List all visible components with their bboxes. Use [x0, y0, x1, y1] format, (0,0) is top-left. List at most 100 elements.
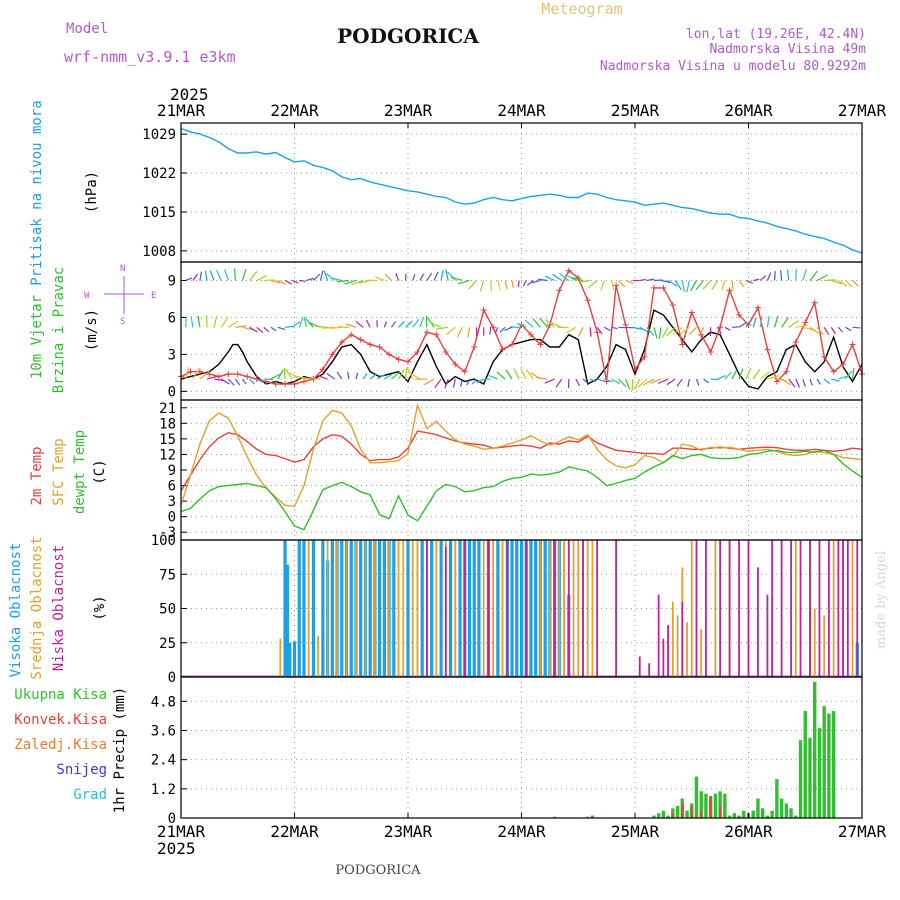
wind-ytick-label: 9 [168, 273, 176, 289]
wind-arrow [369, 373, 377, 380]
cloud-bar [496, 540, 500, 677]
wind-arrow [809, 326, 819, 334]
cloud-bar [837, 540, 840, 677]
cloud-bar [596, 540, 599, 677]
cloud-bar [558, 540, 561, 677]
wind-arrow [395, 272, 400, 281]
cloud-bar [444, 546, 447, 677]
wind-arrow [831, 378, 840, 382]
precip-bar [661, 810, 666, 818]
gust-marker [395, 356, 402, 363]
cloud-bar [681, 601, 684, 677]
wind-arrow [698, 327, 705, 337]
wind-arrow [235, 325, 247, 328]
cloud-bar [676, 615, 679, 677]
wind-arrow [336, 279, 349, 283]
wind-arrow [471, 378, 478, 385]
cloud-bar [525, 540, 528, 677]
precip-bar [756, 798, 760, 818]
gust-marker [414, 348, 421, 355]
wind-arrow [285, 368, 293, 380]
wind-arrow [325, 272, 336, 281]
wind-arrow [786, 269, 790, 281]
wind-arrow [505, 369, 513, 380]
wind-arrow [220, 317, 229, 328]
wind-arrow [249, 378, 255, 385]
wind-arrow [520, 368, 527, 380]
wind-arrow [781, 317, 789, 328]
clouds-ytick-label: 25 [159, 636, 176, 652]
pressure-ylabel: Pritisak na nivou mora [29, 100, 45, 285]
cloud-bar [330, 540, 334, 677]
wind-unit: (m/s) [84, 309, 100, 351]
cloud-bar [539, 540, 542, 677]
wind-arrow [844, 370, 853, 380]
wind-arrow [467, 327, 471, 338]
cloud-bar [311, 540, 316, 677]
cloud-bar [492, 540, 495, 677]
panel-wind: 0 3 6 9 [168, 261, 865, 401]
cloud-bar [448, 540, 453, 677]
wind-arrow [653, 327, 658, 339]
wind-arrow [611, 378, 621, 385]
x-tick-label-bottom: 23MAR [384, 822, 433, 841]
wind-arrow [752, 368, 761, 380]
cloud-bar [482, 540, 485, 677]
wind-ylabel-2: Brzina i Pravac [51, 267, 67, 393]
wind-arrow [306, 277, 314, 282]
cloud-bar [288, 642, 292, 677]
legend-grad: Grad [73, 787, 107, 803]
gust-marker [783, 368, 790, 375]
wind-arrow [809, 270, 818, 281]
cloud-bar [297, 540, 301, 677]
panel-clouds: 0 25 50 75 100 [151, 533, 863, 686]
cloud-bar [454, 540, 457, 677]
wind-arrow [780, 270, 783, 281]
wind-arrow [674, 280, 682, 291]
precip-bar [718, 791, 722, 818]
gust-marker [679, 341, 686, 348]
wind-arrow [717, 374, 726, 380]
compass-rose-icon: N S W E [84, 264, 156, 327]
x-tick-label-bottom: 22MAR [270, 822, 319, 841]
x-tick-label-bottom: 21MAR [157, 822, 206, 841]
wind-arrow [555, 378, 563, 388]
wind-arrow [681, 280, 685, 293]
wind-arrow [767, 375, 779, 380]
cloud-bar [510, 540, 514, 677]
wind-arrow [317, 375, 328, 380]
wind-arrow [227, 378, 235, 386]
wind-arrow [365, 319, 371, 328]
wind-arrow [355, 372, 359, 380]
cloud-low-ylabel: Niska Oblacnost [51, 545, 67, 671]
wind-arrow [830, 326, 836, 335]
precip-bar [719, 805, 722, 818]
cloud-bar [336, 540, 338, 677]
wind-arrow [738, 280, 745, 288]
compass-n: N [120, 264, 125, 274]
wind-arrow [781, 378, 792, 386]
legend-zaledj: Zaledj.Kisa [14, 737, 107, 753]
wind-arrow [571, 277, 584, 282]
wind-arrow [456, 327, 463, 338]
gust-marker [575, 275, 582, 282]
clouds-ytick-label: 0 [168, 670, 176, 686]
wind-arrow [544, 275, 555, 282]
wind-ytick-label: 6 [168, 310, 176, 326]
wind-arrow [249, 271, 258, 281]
cloud-bar [671, 601, 674, 677]
wind-arrow [527, 280, 534, 286]
wind-arrow [319, 270, 324, 281]
precip-bar [699, 791, 703, 818]
gust-marker [726, 287, 733, 294]
wind-arrow [513, 368, 520, 380]
cloud-bar [435, 540, 438, 677]
cloud-bar [426, 540, 428, 677]
wind-arrow [452, 378, 456, 388]
precip-bar [765, 815, 770, 818]
wind-arrow [633, 378, 641, 391]
precip-bar [656, 813, 661, 818]
cloud-bar [388, 540, 390, 677]
wind-arrow [496, 371, 506, 380]
precip-bar [808, 737, 812, 818]
